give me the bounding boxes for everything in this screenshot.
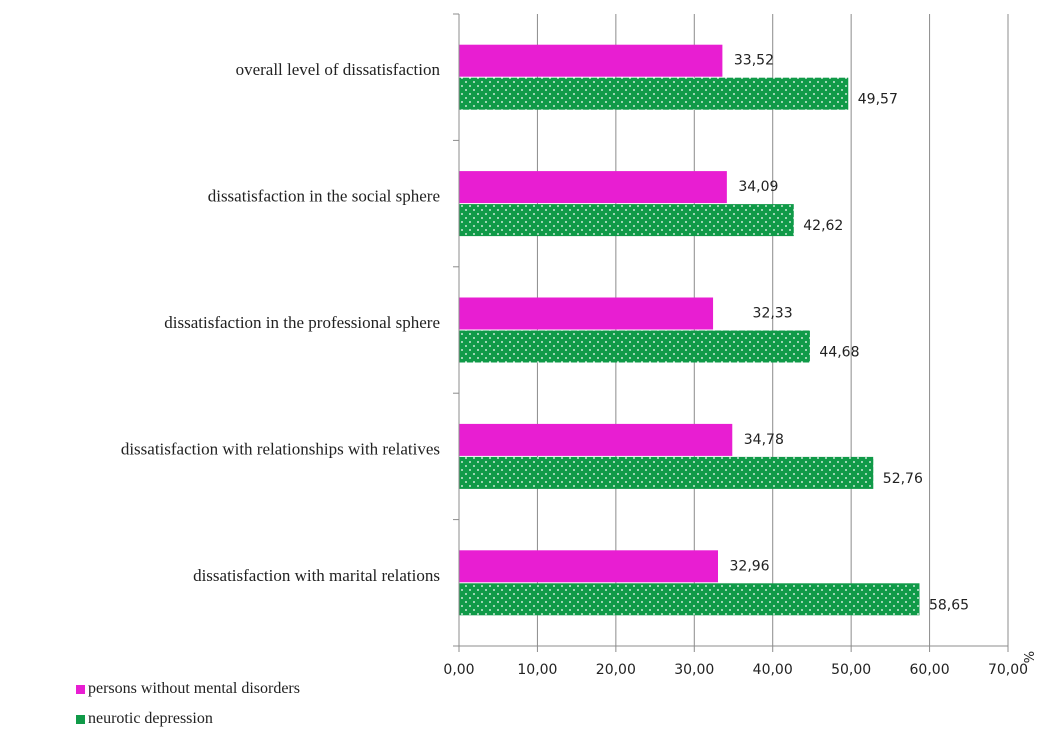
legend-item-series-2: neurotic depression [76,710,213,728]
data-label-neurotic-depression: 42,62 [803,218,843,234]
bar-without-disorders [459,550,719,583]
bar-without-disorders [459,44,723,77]
data-label-neurotic-depression: 44,68 [819,345,859,361]
x-tick-label: 10,00 [517,662,557,678]
x-tick-label: 60,00 [910,662,950,678]
x-tick-label: 20,00 [596,662,636,678]
data-label-neurotic-depression: 58,65 [929,597,969,613]
bar-without-disorders [459,423,733,456]
x-tick-label: 50,00 [831,662,871,678]
labels: 0,00 10,00 20,00 30,00 40,00 50,00 60,00 70,00 3… [121,53,1038,678]
x-tick-label: 40,00 [753,662,793,678]
category-label: dissatisfaction with relationships with … [121,439,440,458]
bar-neurotic-depression [459,583,920,616]
legend-swatch-magenta [76,684,85,694]
bar-neurotic-depression [459,330,810,363]
data-label-without-disorders: 33,52 [734,53,774,69]
category-label: overall level of dissatisfaction [236,60,441,79]
data-label-without-disorders: 32,33 [753,306,793,322]
data-label-without-disorders: 34,78 [744,432,784,448]
category-label: dissatisfaction with marital relations [193,566,440,585]
data-label-neurotic-depression: 49,57 [858,92,898,108]
data-label-without-disorders: 34,09 [738,179,778,195]
x-tick-label: 0,00 [443,662,474,678]
data-label-neurotic-depression: 52,76 [883,471,923,487]
legend-item-series-1: persons without mental disorders [76,680,300,698]
bar-neurotic-depression [459,204,794,237]
bars [459,44,920,616]
bar-without-disorders [459,171,727,204]
x-unit-label: % [1023,651,1038,663]
x-tick-label: 70,00 [988,662,1028,678]
axes [453,13,1009,652]
data-label-without-disorders: 32,96 [730,558,770,574]
legend-label: neurotic depression [88,710,213,727]
bar-without-disorders [459,297,714,330]
gridlines [536,14,1009,646]
category-label: dissatisfaction in the social sphere [208,187,440,206]
legend-label: persons without mental disorders [88,680,300,697]
bar-neurotic-depression [459,77,849,110]
legend-swatch-green [76,714,85,724]
category-label: dissatisfaction in the professional sphe… [164,313,440,332]
x-tick-label: 30,00 [674,662,714,678]
bar-neurotic-depression [459,456,874,489]
